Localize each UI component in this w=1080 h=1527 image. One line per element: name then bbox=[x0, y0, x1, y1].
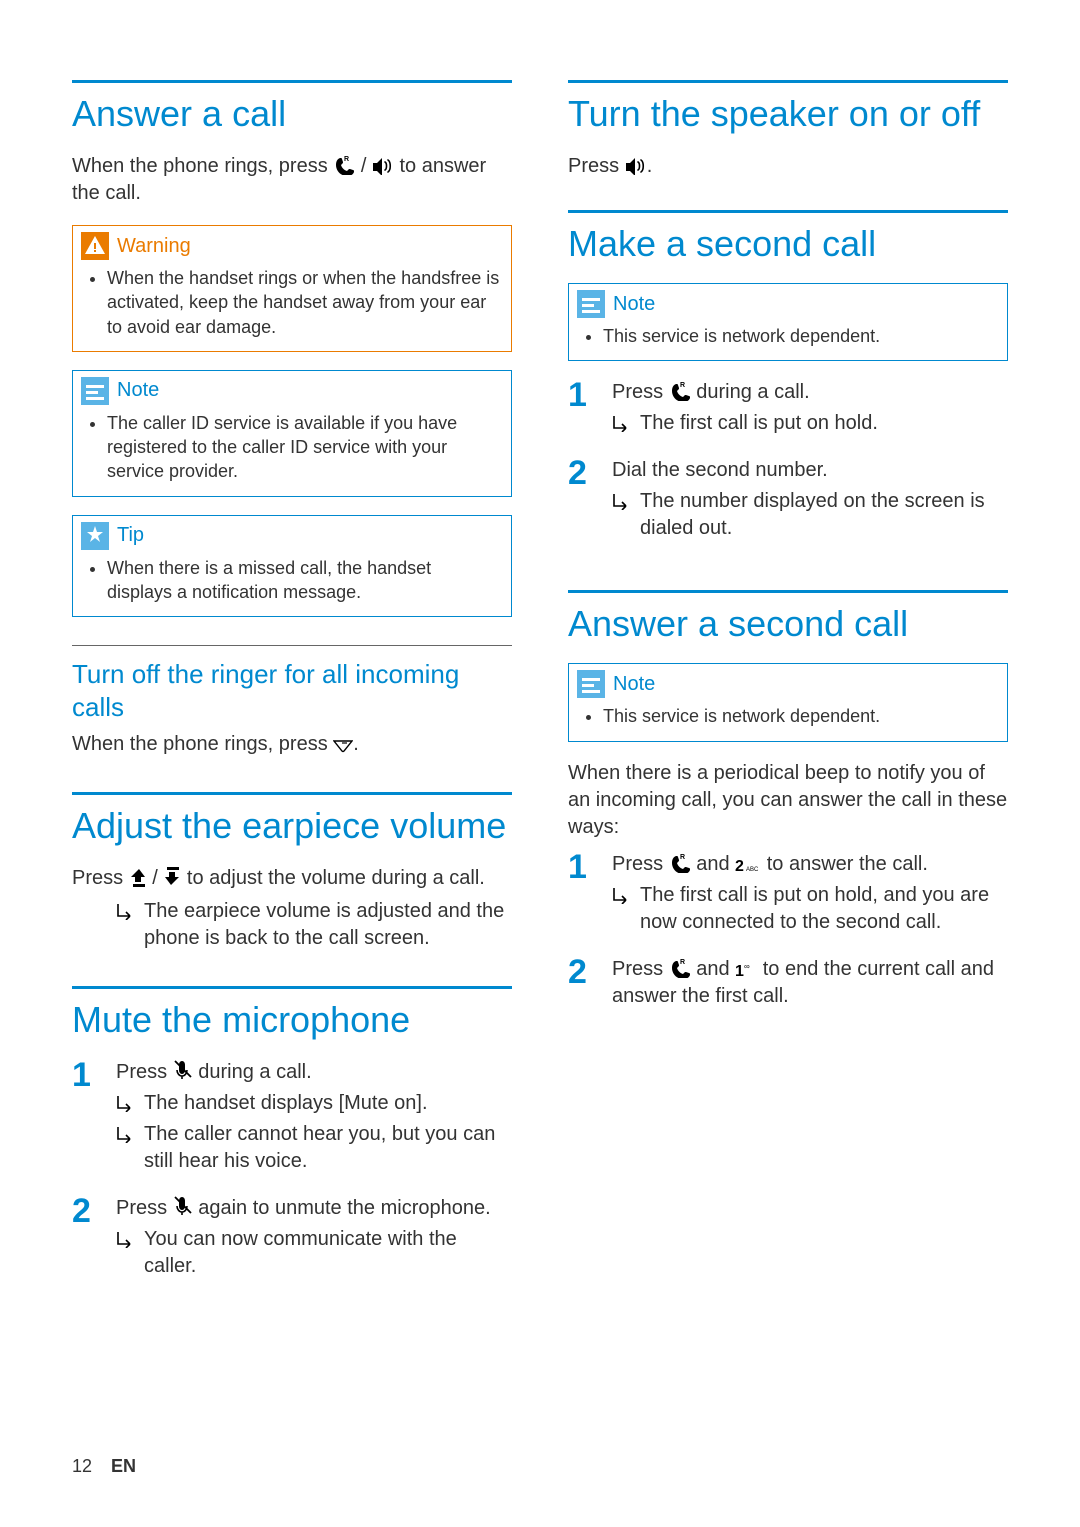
note-box: Note The caller ID service is available … bbox=[72, 370, 512, 497]
adjust-volume-outcome: The earpiece volume is adjusted and the … bbox=[116, 898, 512, 952]
page-footer: 12 EN bbox=[72, 1456, 1008, 1477]
note-icon bbox=[577, 670, 605, 698]
manual-page: Answer a call When the phone rings, pres… bbox=[0, 0, 1080, 1527]
right-column: Turn the speaker on or off Press . Make … bbox=[568, 80, 1008, 1456]
note-text: This service is network dependent. bbox=[603, 704, 997, 728]
page-lang: EN bbox=[111, 1456, 136, 1476]
outcome-arrow-icon bbox=[116, 902, 134, 920]
mute-step-2: Press again to unmute the microphone. Yo… bbox=[72, 1195, 512, 1280]
heading-mute: Mute the microphone bbox=[72, 999, 512, 1041]
heading-second-call: Make a second call bbox=[568, 223, 1008, 265]
note-text: The caller ID service is available if yo… bbox=[107, 411, 501, 484]
left-column: Answer a call When the phone rings, pres… bbox=[72, 80, 512, 1456]
answer-second-step-1-out: The first call is put on hold, and you a… bbox=[612, 882, 1008, 936]
call-r-icon bbox=[669, 958, 691, 978]
speaker-icon bbox=[372, 155, 394, 175]
second-call-steps: Press during a call. The first call is p… bbox=[568, 379, 1008, 542]
mute-step-2-out: You can now communicate with the caller. bbox=[116, 1226, 512, 1280]
mute-icon bbox=[173, 1059, 193, 1081]
ringer-off-body: When the phone rings, press . bbox=[72, 731, 512, 758]
answer-second-step-1: Press and to answer the call. The first … bbox=[568, 851, 1008, 936]
call-r-icon bbox=[333, 155, 355, 175]
note-label: Note bbox=[613, 673, 655, 696]
answer-second-intro: When there is a periodical beep to notif… bbox=[568, 760, 1008, 841]
tip-box: Tip When there is a missed call, the han… bbox=[72, 515, 512, 618]
heading-answer-second: Answer a second call bbox=[568, 603, 1008, 645]
outcome-arrow-icon bbox=[116, 1230, 134, 1248]
outcome-arrow-icon bbox=[116, 1125, 134, 1143]
note-text: This service is network dependent. bbox=[603, 324, 997, 348]
tip-text: When there is a missed call, the handset… bbox=[107, 556, 501, 605]
tip-label: Tip bbox=[117, 524, 144, 547]
warning-label: Warning bbox=[117, 235, 191, 258]
second-call-step-2-out: The number displayed on the screen is di… bbox=[612, 488, 1008, 542]
heading-answer-call: Answer a call bbox=[72, 93, 512, 135]
heading-ringer-off: Turn off the ringer for all incoming cal… bbox=[72, 658, 512, 723]
outcome-arrow-icon bbox=[612, 886, 630, 904]
note-icon bbox=[577, 290, 605, 318]
volume-up-icon bbox=[129, 867, 147, 887]
columns: Answer a call When the phone rings, pres… bbox=[72, 80, 1008, 1456]
second-call-step-2: Dial the second number. The number displ… bbox=[568, 457, 1008, 542]
second-call-step-1: Press during a call. The first call is p… bbox=[568, 379, 1008, 437]
note-box-answer-second: Note This service is network dependent. bbox=[568, 663, 1008, 741]
answer-second-step-2: Press and to end the current call and an… bbox=[568, 956, 1008, 1010]
speaker-icon bbox=[625, 155, 647, 175]
heading-speaker: Turn the speaker on or off bbox=[568, 93, 1008, 135]
mute-step-1: Press during a call. The handset display… bbox=[72, 1059, 512, 1175]
mute-step-1-out2: The caller cannot hear you, but you can … bbox=[116, 1121, 512, 1175]
warning-box: Warning When the handset rings or when t… bbox=[72, 225, 512, 352]
outcome-arrow-icon bbox=[116, 1094, 134, 1112]
second-call-step-1-out: The first call is put on hold. bbox=[612, 410, 1008, 437]
note-icon bbox=[81, 377, 109, 405]
answer-call-intro: When the phone rings, press / to answer … bbox=[72, 153, 512, 207]
page-number: 12 bbox=[72, 1456, 92, 1476]
call-r-icon bbox=[669, 381, 691, 401]
note-box-second-call: Note This service is network dependent. bbox=[568, 283, 1008, 361]
note-label: Note bbox=[613, 293, 655, 316]
tip-icon bbox=[81, 522, 109, 550]
call-r-icon bbox=[669, 853, 691, 873]
adjust-volume-body: Press / to adjust the volume during a ca… bbox=[72, 865, 512, 892]
volume-down-icon bbox=[163, 867, 181, 887]
silence-icon bbox=[333, 735, 353, 753]
key-2abc-icon bbox=[735, 855, 761, 873]
warning-text: When the handset rings or when the hands… bbox=[107, 266, 501, 339]
note-label: Note bbox=[117, 379, 159, 402]
heading-adjust-volume: Adjust the earpiece volume bbox=[72, 805, 512, 847]
mute-icon bbox=[173, 1195, 193, 1217]
key-1oo-icon bbox=[735, 960, 757, 978]
mute-step-1-out1: The handset displays [Mute on]. bbox=[116, 1090, 512, 1117]
speaker-body: Press . bbox=[568, 153, 1008, 180]
warning-icon bbox=[81, 232, 109, 260]
mute-steps: Press during a call. The handset display… bbox=[72, 1059, 512, 1280]
outcome-arrow-icon bbox=[612, 414, 630, 432]
answer-second-steps: Press and to answer the call. The first … bbox=[568, 851, 1008, 1010]
outcome-arrow-icon bbox=[612, 492, 630, 510]
